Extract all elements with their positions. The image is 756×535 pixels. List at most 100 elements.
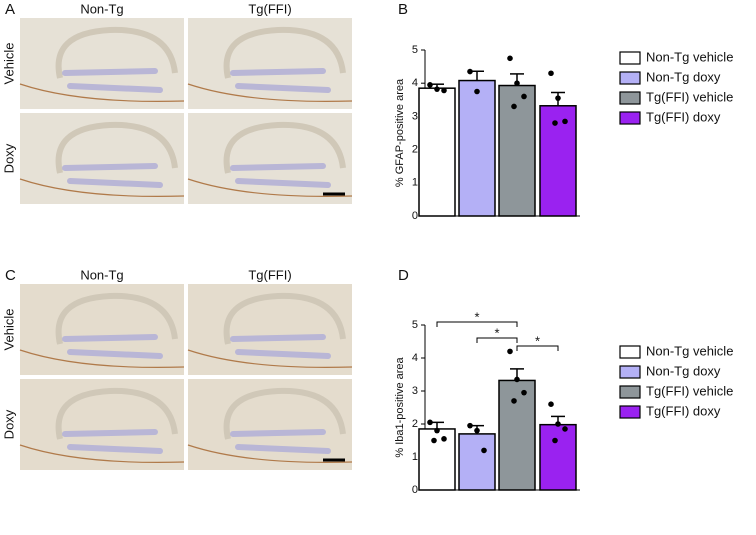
- dentate-gyrus: [230, 429, 331, 454]
- bar: [498, 84, 536, 217]
- vessel: [19, 444, 185, 463]
- vessel: [187, 83, 353, 102]
- vessel: [187, 349, 353, 368]
- legend-swatch: [619, 91, 641, 105]
- data-point: [474, 427, 480, 434]
- y-tick-label: 0: [412, 484, 418, 496]
- row-label: Vehicle: [1, 43, 16, 85]
- data-point: [555, 421, 561, 427]
- data-point: [552, 120, 558, 126]
- hippocampus-outline: [55, 26, 178, 79]
- dentate-gyrus: [230, 68, 331, 93]
- y-tick-label: 5: [412, 319, 418, 331]
- legend-swatch: [619, 365, 641, 379]
- hippocampus-outline: [223, 26, 346, 79]
- data-point: [548, 70, 554, 77]
- y-tick-label: 0: [412, 210, 418, 222]
- legend-label: Tg(FFI) vehicle: [646, 89, 733, 104]
- data-point: [562, 118, 568, 125]
- column-label: Non-Tg: [80, 1, 123, 16]
- data-point: [431, 437, 437, 444]
- dentate-gyrus: [62, 68, 163, 93]
- hippocampus-outline: [55, 292, 178, 345]
- y-tick-label: 5: [412, 44, 418, 56]
- legend-label: Non-Tg doxy: [646, 69, 721, 84]
- significance-bracket: [516, 345, 559, 351]
- row-label: Vehicle: [1, 309, 16, 351]
- legend-swatch: [619, 71, 641, 85]
- legend-label: Non-Tg vehicle: [646, 49, 733, 64]
- significance-bracket: [476, 337, 518, 343]
- hippocampus-outline: [223, 292, 346, 345]
- bar: [458, 433, 496, 491]
- bar: [539, 105, 577, 217]
- dentate-gyrus: [62, 163, 163, 188]
- y-axis-label: % Iba1-positive area: [394, 356, 406, 457]
- legend-swatch: [619, 385, 641, 399]
- y-tick-label: 4: [412, 352, 418, 364]
- data-point: [507, 55, 513, 62]
- legend-label: Tg(FFI) vehicle: [646, 383, 733, 398]
- legend-label: Non-Tg doxy: [646, 363, 721, 378]
- data-point: [481, 447, 487, 454]
- data-point: [441, 436, 447, 442]
- data-point: [507, 348, 513, 355]
- dentate-gyrus: [62, 334, 163, 359]
- legend-swatch: [619, 345, 641, 359]
- y-tick-label: 2: [412, 144, 418, 156]
- vessel: [187, 178, 353, 197]
- y-tick-label: 3: [412, 110, 418, 122]
- bar: [539, 423, 577, 491]
- column-label: Non-Tg: [80, 267, 123, 282]
- bar: [498, 379, 536, 491]
- panel-letter: B: [398, 1, 408, 18]
- data-point: [467, 68, 473, 75]
- legend-swatch: [619, 111, 641, 125]
- data-point: [552, 437, 558, 444]
- data-point: [427, 82, 433, 88]
- significance-bracket: [436, 321, 518, 327]
- data-point: [548, 401, 554, 408]
- significance-star: *: [494, 325, 499, 340]
- data-point: [434, 86, 440, 92]
- data-point: [434, 427, 440, 434]
- hippocampus-outline: [55, 121, 178, 174]
- legend-label: Tg(FFI) doxy: [646, 403, 721, 418]
- data-point: [474, 88, 480, 95]
- data-point: [521, 389, 527, 396]
- data-point: [514, 376, 520, 383]
- row-label: Doxy: [1, 143, 16, 173]
- bar: [418, 87, 456, 217]
- y-tick-label: 1: [412, 451, 418, 463]
- y-tick-label: 3: [412, 385, 418, 397]
- vessel: [19, 83, 185, 102]
- data-point: [555, 95, 561, 101]
- panel-letter: C: [5, 267, 16, 284]
- data-point: [441, 87, 447, 94]
- hippocampus-outline: [55, 387, 178, 440]
- y-tick-label: 2: [412, 418, 418, 430]
- data-point: [467, 422, 473, 429]
- data-point: [427, 419, 433, 426]
- y-axis-label: % GFAP-positive area: [394, 78, 406, 187]
- column-label: Tg(FFI): [248, 1, 291, 16]
- significance-star: *: [474, 309, 479, 324]
- y-tick-label: 4: [412, 77, 418, 89]
- panel-letter: A: [5, 1, 15, 18]
- row-label: Doxy: [1, 409, 16, 439]
- hippocampus-outline: [223, 387, 346, 440]
- data-point: [514, 80, 520, 86]
- hippocampus-outline: [223, 121, 346, 174]
- y-tick-label: 1: [412, 177, 418, 189]
- legend-label: Non-Tg vehicle: [646, 343, 733, 358]
- data-point: [562, 426, 568, 432]
- legend-swatch: [619, 405, 641, 419]
- vessel: [187, 444, 353, 463]
- dentate-gyrus: [230, 334, 331, 359]
- dentate-gyrus: [230, 163, 331, 188]
- panel-letter: D: [398, 267, 409, 284]
- data-point: [521, 93, 527, 100]
- dentate-gyrus: [62, 429, 163, 454]
- micrographs: [19, 18, 353, 470]
